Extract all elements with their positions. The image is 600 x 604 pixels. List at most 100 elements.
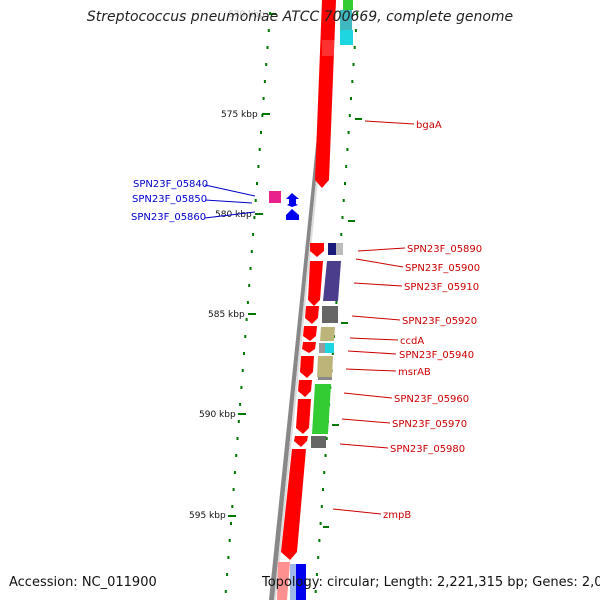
tick-580: 580 kbp [215, 210, 263, 220]
block-green-05960 [312, 384, 331, 434]
gene-SPN23F_05890-cds [310, 243, 324, 257]
label-SPN23F_05850: SPN23F_05850 [132, 194, 207, 205]
inner-guide-dot [354, 29, 357, 32]
outer-guide-dot [260, 131, 262, 134]
label-msrAB: msrAB [398, 367, 431, 378]
label-SPN23F_05840: SPN23F_05840 [133, 179, 208, 190]
inner-guide-dot [331, 352, 334, 355]
inner-guide-dot [340, 233, 343, 236]
tick-570: 570 kbp [228, 10, 276, 20]
outer-guide-dot [256, 182, 258, 185]
gene-labels-left: SPN23F_05840 SPN23F_05850 SPN23F_05860 [131, 179, 208, 223]
inner-guide-dot [356, 12, 359, 15]
tick-label-585: 585 kbp [208, 310, 245, 320]
label-SPN23F_05960: SPN23F_05960 [394, 394, 469, 405]
inner-guide-dot [325, 437, 328, 440]
gene-SPN23F_05920-cds [305, 306, 319, 324]
inner-guide-dot [318, 539, 321, 542]
outer-guide-dot [262, 97, 265, 100]
label-SPN23F_05920: SPN23F_05920 [402, 316, 477, 327]
inner-guide-dot [351, 80, 354, 83]
tick-label-575: 575 kbp [221, 110, 258, 120]
gene-SPN23F_05840 [269, 191, 281, 203]
outer-guide-dot [252, 233, 255, 236]
block-cyan-05940 [325, 343, 334, 353]
label-SPN23F_05890: SPN23F_05890 [407, 244, 482, 255]
inner-guide-dot [314, 590, 317, 593]
label-ccdA: ccdA [400, 336, 424, 347]
inner-guide-dot [323, 471, 326, 474]
block-blue-bottom [296, 564, 306, 600]
tick-label-595: 595 kbp [189, 511, 226, 521]
outer-guide-dot [237, 420, 240, 423]
label-bgaA: bgaA [416, 120, 442, 131]
tick-575: 575 kbp [221, 110, 270, 120]
outer-guide-dot [245, 318, 248, 321]
gene-block-cyan-top [340, 30, 353, 45]
outer-guide-dot [263, 80, 266, 83]
inner-guide-dot [348, 114, 351, 117]
outer-guide-dot [231, 505, 234, 508]
block-gray-05920 [322, 306, 338, 323]
gene-ccdA-cds [303, 326, 317, 341]
left-label-connectors [204, 184, 256, 219]
tick-595: 595 kbp [189, 511, 236, 521]
inner-guide-dot [344, 182, 346, 185]
inner-guide-dot [315, 573, 318, 576]
feature-tick-marks [323, 118, 362, 528]
outer-guide-dot [240, 386, 243, 389]
tick-590: 590 kbp [199, 410, 246, 420]
label-SPN23F_05860: SPN23F_05860 [131, 212, 206, 223]
inner-guide-dot [352, 63, 355, 66]
outer-guide-dot [250, 250, 253, 253]
block-navy [328, 243, 336, 255]
gene-SPN23F_05860 [286, 209, 299, 220]
feature-blocks-right [277, 243, 343, 600]
label-SPN23F_05910: SPN23F_05910 [404, 282, 479, 293]
inner-guide-dot [322, 488, 324, 491]
outer-guide-dot [266, 46, 269, 49]
inner-guide-dot [335, 301, 338, 304]
genome-title: Streptococcus pneumoniae ATCC 700669, co… [86, 9, 514, 25]
inner-guide-dot [350, 97, 352, 100]
outer-guide-dot [227, 556, 230, 559]
label-zmpB: zmpB [383, 510, 411, 521]
block-gray-msrAB [318, 377, 332, 380]
label-SPN23F_05980: SPN23F_05980 [390, 444, 465, 455]
inner-guide-dot [346, 148, 349, 151]
block-red-bottom [277, 562, 290, 600]
outer-guide-dot [241, 369, 244, 372]
outer-guide-dot [233, 471, 236, 474]
outer-guide-dot [243, 352, 245, 355]
inner-guide-dot [347, 131, 350, 134]
outer-guide-dot [236, 437, 239, 440]
block-lightblue-bottom [290, 564, 296, 600]
tick-label-590: 590 kbp [199, 410, 236, 420]
gene-labels-right: bgaA SPN23F_05890 SPN23F_05900 SPN23F_05… [383, 120, 482, 521]
outer-guide-dot [257, 165, 260, 168]
cds-column-red [281, 243, 324, 560]
gene-SPN23F_05860-b [287, 202, 298, 207]
outer-guide-dot [224, 590, 227, 593]
accession-text: Accession: NC_011900 [9, 575, 157, 590]
outer-guide-dot [239, 403, 242, 406]
gene-block-green-top [343, 0, 353, 10]
outer-guide-dot [232, 488, 235, 491]
outer-guide-dot [230, 522, 232, 525]
inner-guide-dot [320, 505, 323, 508]
block-khaki-msrAB [317, 356, 333, 377]
gene-msrAB-cds [300, 356, 314, 378]
tick-label-570: 570 kbp [228, 10, 265, 20]
block-khaki-ccdA [320, 327, 335, 341]
label-SPN23F_05940: SPN23F_05940 [399, 350, 474, 361]
outer-guide-dot [261, 114, 264, 117]
inner-guide-dot [345, 165, 348, 168]
gene-SPN23F_05980-cds [294, 436, 308, 447]
block-gray-05980 [311, 436, 326, 448]
outer-guide-dot [267, 29, 270, 32]
gene-SPN23F_05960-cds [298, 380, 312, 397]
inner-guide-dot [341, 216, 344, 219]
block-slate [323, 261, 341, 301]
block-gray-05940 [319, 343, 325, 353]
